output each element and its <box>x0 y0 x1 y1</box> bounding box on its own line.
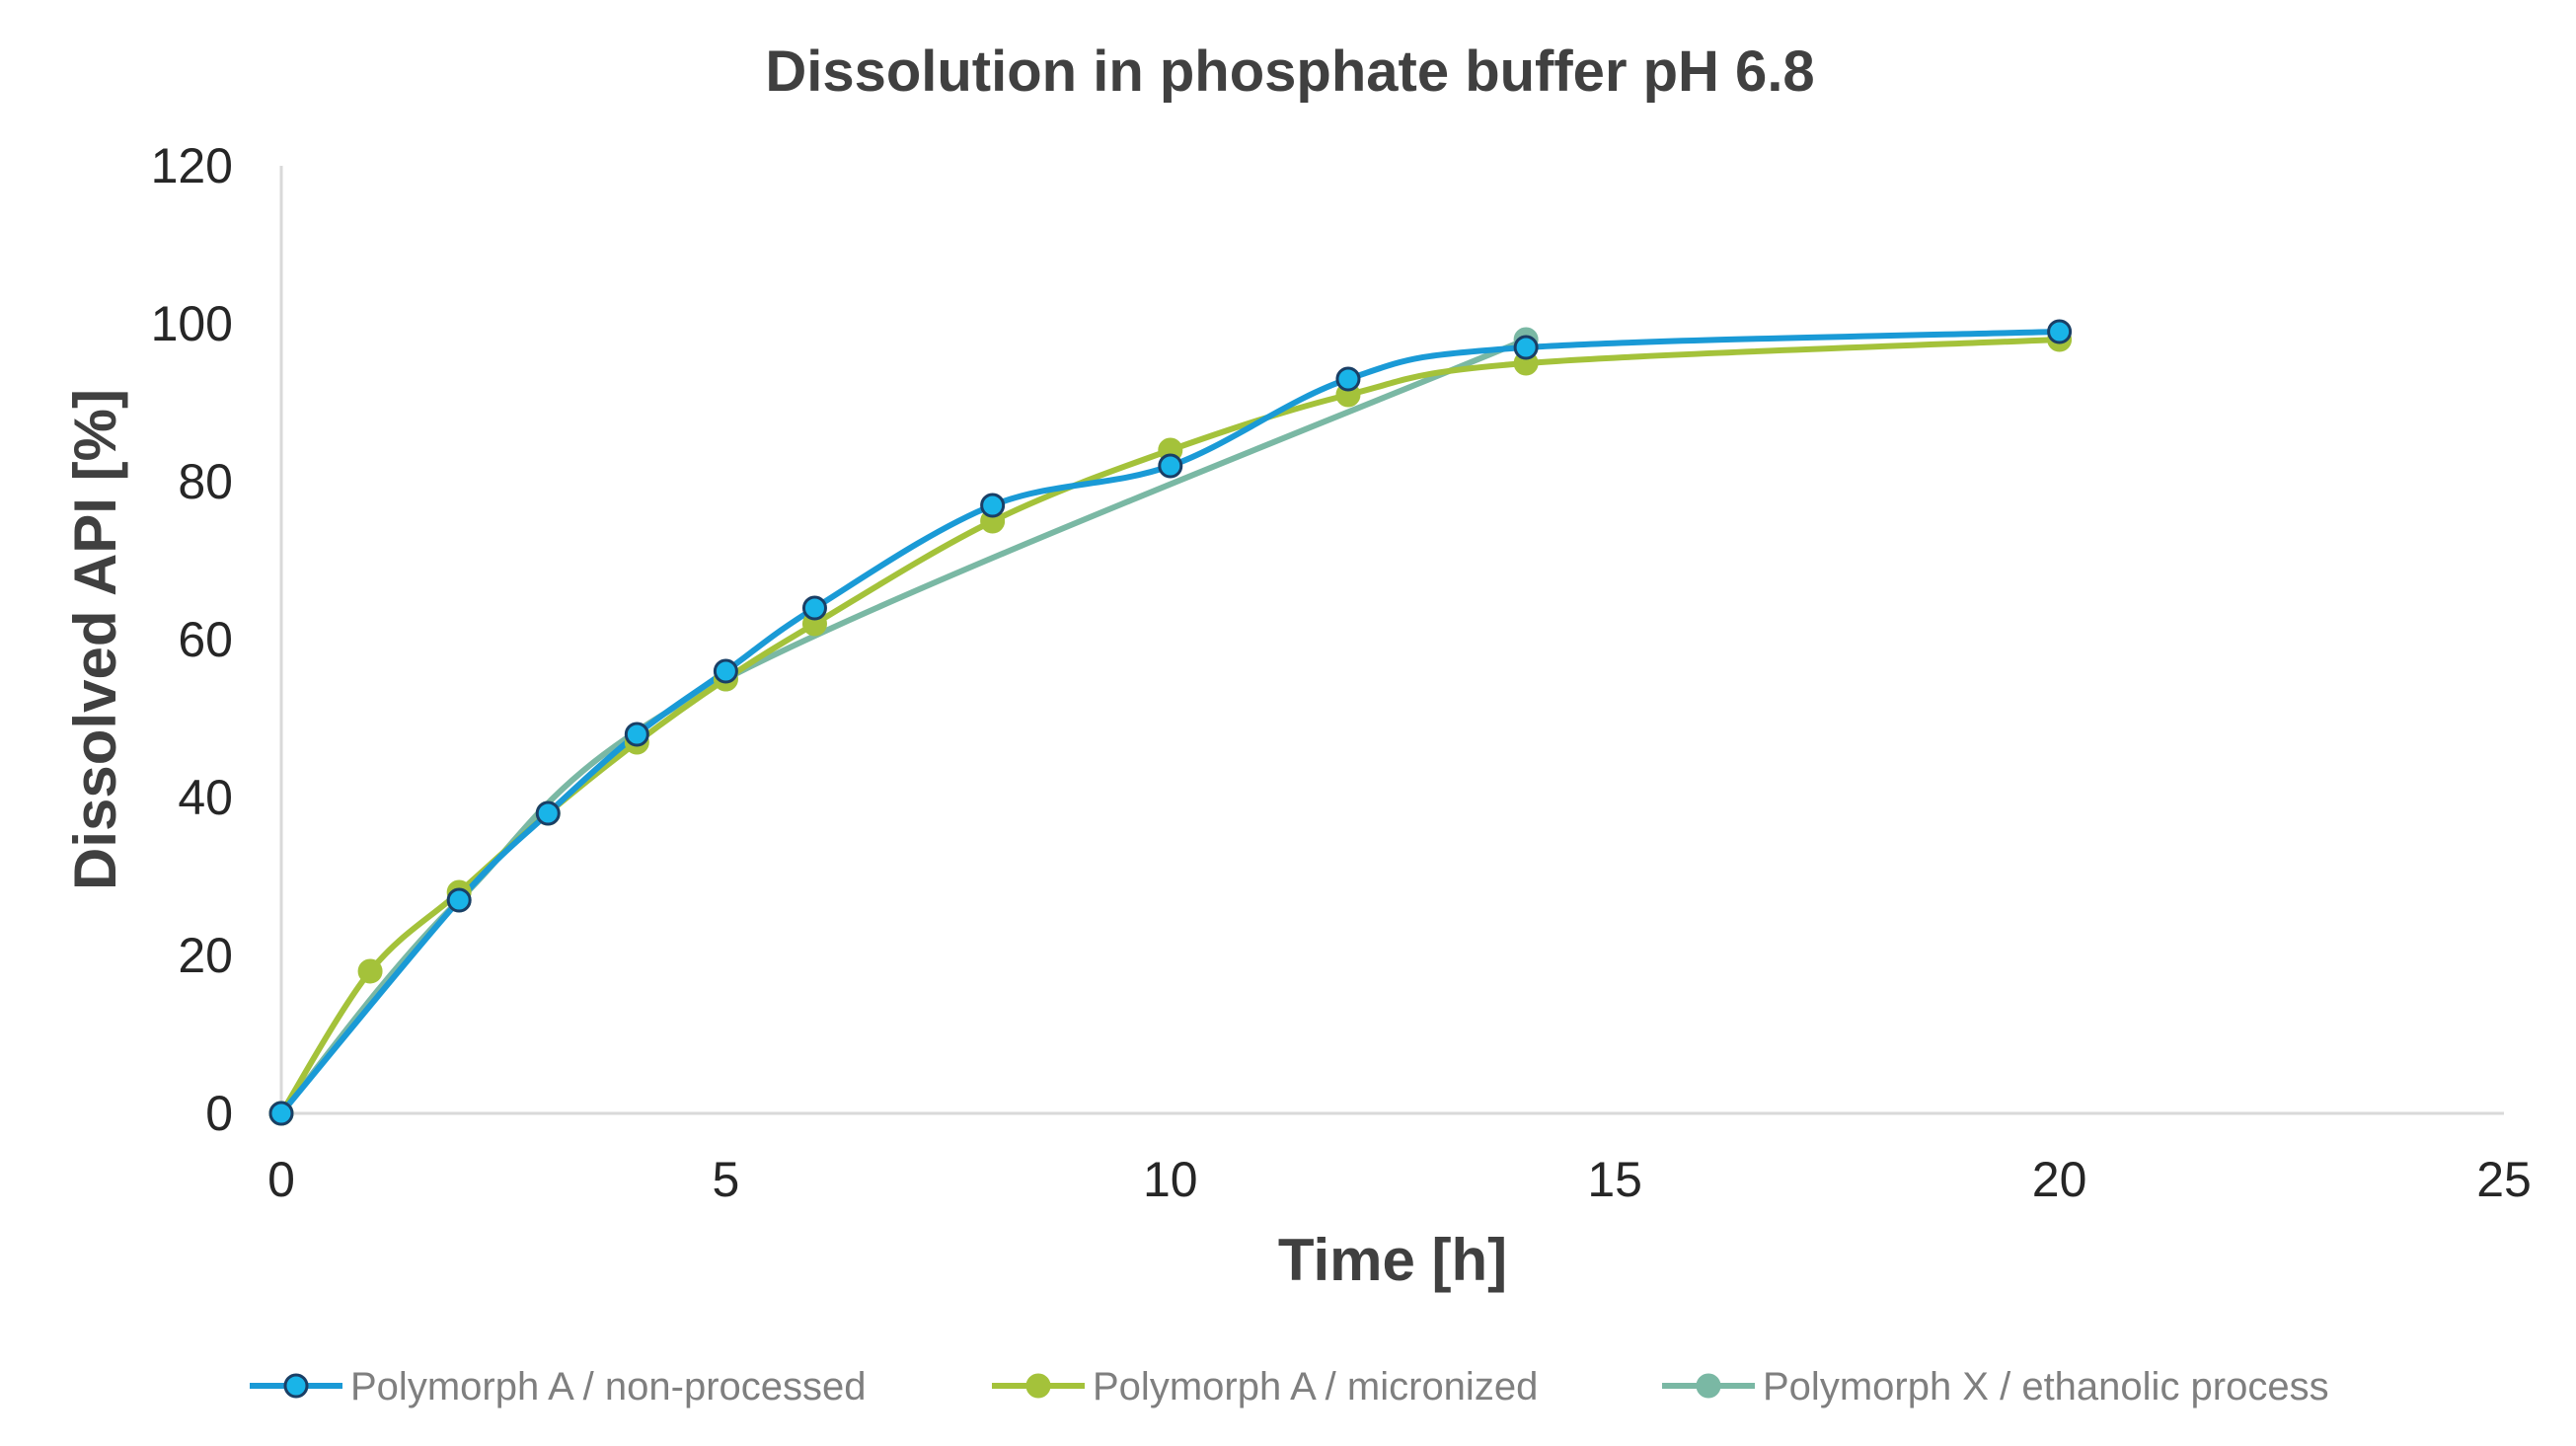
x-tick-label: 20 <box>2032 1152 2087 1207</box>
data-point-series-1 <box>1335 366 1361 392</box>
y-tick-label: 120 <box>151 138 233 193</box>
data-point-series-1 <box>1513 335 1539 360</box>
series-line-3 <box>278 337 1530 1116</box>
x-tick-label: 5 <box>712 1152 739 1207</box>
data-point-series-2 <box>357 958 383 984</box>
legend-label: Polymorph A / micronized <box>1093 1365 1538 1408</box>
series-markers <box>268 319 2073 1126</box>
legend: Polymorph A / non-processed Polymorph A /… <box>250 1365 2329 1408</box>
data-point-series-1 <box>2047 319 2073 344</box>
legend-marker <box>1696 1373 1721 1399</box>
legend-marker <box>283 1373 309 1399</box>
data-point-series-1 <box>624 722 649 747</box>
y-tick-label: 40 <box>178 770 233 825</box>
x-tick-label: 15 <box>1587 1152 1642 1207</box>
data-point-series-1 <box>268 1101 294 1126</box>
data-point-series-1 <box>446 887 472 913</box>
data-point-series-1 <box>980 493 1006 518</box>
x-axis-title: Time [h] <box>1278 1227 1507 1293</box>
data-point-series-1 <box>801 595 827 621</box>
legend-item-2: Polymorph A / micronized <box>992 1365 1538 1408</box>
y-tick-label: 20 <box>178 928 233 983</box>
plot-area <box>279 166 2504 1115</box>
legend-label: Polymorph X / ethanolic process <box>1763 1365 2329 1408</box>
y-tick-label: 60 <box>178 612 233 667</box>
legend-marker <box>1025 1373 1051 1399</box>
data-point-series-1 <box>535 800 561 826</box>
y-tick-label: 80 <box>178 454 233 509</box>
y-tick-label: 0 <box>205 1086 233 1141</box>
legend-item-3: Polymorph X / ethanolic process <box>1662 1365 2329 1408</box>
y-axis-title: Dissolved API [%] <box>62 389 128 890</box>
y-tick-label: 100 <box>151 296 233 351</box>
x-tick-label: 0 <box>267 1152 295 1207</box>
legend-item-1: Polymorph A / non-processed <box>250 1365 867 1408</box>
chart-title: Dissolution in phosphate buffer pH 6.8 <box>765 39 1814 104</box>
data-point-series-1 <box>713 658 738 684</box>
y-tick-labels: 0 20 40 60 80 100 120 <box>151 138 233 1141</box>
x-tick-label: 25 <box>2476 1152 2532 1207</box>
legend-label: Polymorph A / non-processed <box>350 1365 867 1408</box>
x-tick-labels: 0 5 10 15 20 25 <box>267 1152 2532 1207</box>
x-tick-label: 10 <box>1143 1152 1198 1207</box>
data-point-series-1 <box>1158 453 1183 479</box>
